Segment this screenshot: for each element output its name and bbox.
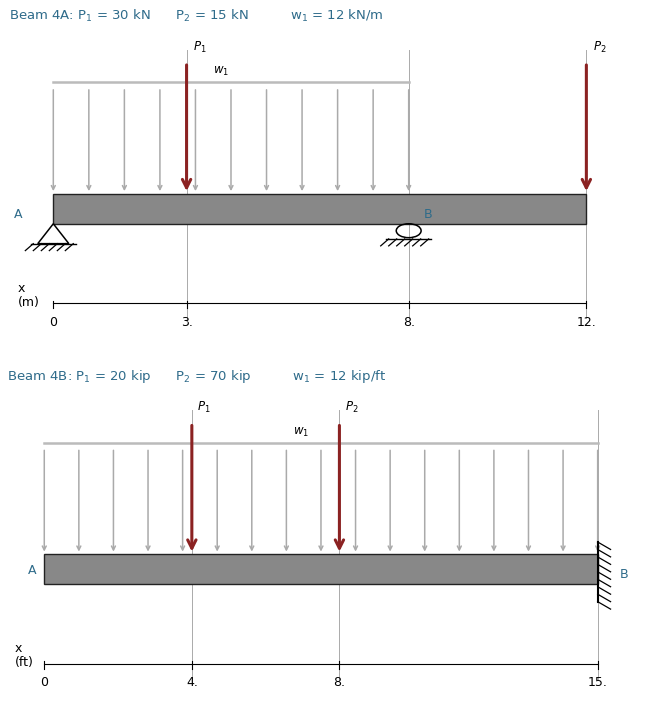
Text: x: x: [15, 642, 22, 655]
Text: (ft): (ft): [15, 656, 34, 669]
Text: Beam 4B: P$_1$ = 20 kip      P$_2$ = 70 kip          w$_1$ = 12 kip/ft: Beam 4B: P$_1$ = 20 kip P$_2$ = 70 kip w…: [7, 368, 387, 385]
Text: Beam 4A: P$_1$ = 30 kN      P$_2$ = 15 kN          w$_1$ = 12 kN/m: Beam 4A: P$_1$ = 30 kN P$_2$ = 15 kN w$_…: [9, 7, 383, 24]
Text: B: B: [424, 208, 433, 221]
Text: $P_2$: $P_2$: [345, 400, 358, 415]
Text: 8.: 8.: [334, 676, 345, 689]
Bar: [54, 194, 586, 224]
Text: 0: 0: [40, 676, 48, 689]
Text: (m): (m): [18, 296, 40, 309]
Text: $P_1$: $P_1$: [197, 400, 211, 415]
Text: 15.: 15.: [588, 676, 607, 689]
Text: B: B: [620, 568, 628, 581]
Text: A: A: [14, 208, 22, 221]
Bar: [44, 554, 597, 584]
Text: $P_2$: $P_2$: [593, 40, 607, 55]
Text: 3.: 3.: [181, 316, 193, 329]
Text: $w_1$: $w_1$: [214, 65, 229, 79]
Text: $w_1$: $w_1$: [293, 425, 310, 439]
Text: $P_1$: $P_1$: [193, 40, 207, 55]
Text: 0: 0: [50, 316, 57, 329]
Text: 12.: 12.: [577, 316, 596, 329]
Text: x: x: [18, 282, 25, 295]
Text: A: A: [28, 564, 37, 577]
Text: 4.: 4.: [186, 676, 198, 689]
Text: 8.: 8.: [403, 316, 415, 329]
